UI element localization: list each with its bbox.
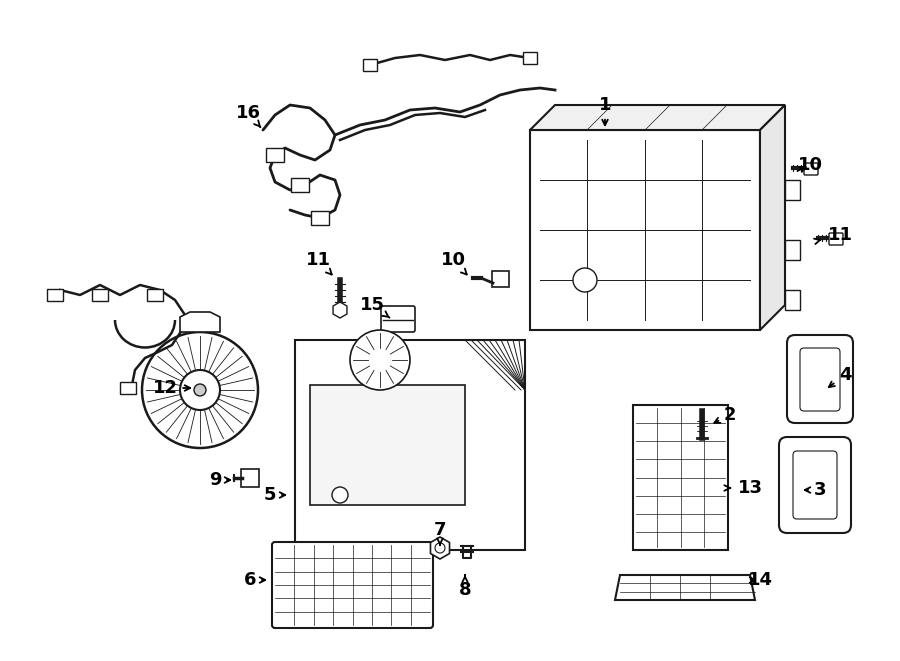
Polygon shape bbox=[180, 312, 220, 332]
Text: 5: 5 bbox=[264, 486, 285, 504]
Text: 13: 13 bbox=[724, 479, 762, 497]
Polygon shape bbox=[530, 105, 785, 130]
FancyBboxPatch shape bbox=[120, 382, 136, 394]
Text: 4: 4 bbox=[829, 366, 851, 387]
FancyBboxPatch shape bbox=[381, 306, 415, 332]
FancyBboxPatch shape bbox=[523, 52, 537, 64]
Polygon shape bbox=[760, 105, 785, 330]
Circle shape bbox=[142, 332, 258, 448]
FancyBboxPatch shape bbox=[787, 335, 853, 423]
Text: 7: 7 bbox=[434, 521, 446, 545]
Circle shape bbox=[332, 487, 348, 503]
Text: 10: 10 bbox=[797, 156, 823, 174]
Text: 1: 1 bbox=[598, 96, 611, 125]
Text: 14: 14 bbox=[748, 571, 772, 589]
Text: 11: 11 bbox=[814, 226, 852, 244]
FancyBboxPatch shape bbox=[266, 148, 284, 162]
FancyBboxPatch shape bbox=[633, 405, 728, 550]
Circle shape bbox=[194, 384, 206, 396]
FancyBboxPatch shape bbox=[829, 233, 843, 245]
Polygon shape bbox=[615, 575, 755, 600]
FancyBboxPatch shape bbox=[363, 59, 377, 71]
Circle shape bbox=[573, 268, 597, 292]
Text: 8: 8 bbox=[459, 575, 472, 599]
FancyBboxPatch shape bbox=[291, 178, 309, 192]
FancyBboxPatch shape bbox=[311, 211, 329, 225]
FancyBboxPatch shape bbox=[147, 289, 163, 301]
Text: 11: 11 bbox=[305, 251, 332, 274]
Text: 15: 15 bbox=[359, 296, 390, 318]
Circle shape bbox=[180, 370, 220, 410]
Text: 12: 12 bbox=[152, 379, 190, 397]
FancyBboxPatch shape bbox=[492, 271, 509, 287]
Polygon shape bbox=[785, 180, 800, 200]
Circle shape bbox=[350, 330, 410, 390]
Circle shape bbox=[435, 543, 445, 553]
Polygon shape bbox=[785, 240, 800, 260]
FancyBboxPatch shape bbox=[804, 163, 818, 175]
Polygon shape bbox=[785, 290, 800, 310]
FancyBboxPatch shape bbox=[92, 289, 108, 301]
Text: 16: 16 bbox=[236, 104, 260, 127]
FancyBboxPatch shape bbox=[779, 437, 851, 533]
Text: 6: 6 bbox=[244, 571, 266, 589]
Text: 10: 10 bbox=[440, 251, 467, 274]
Text: 2: 2 bbox=[715, 406, 736, 424]
FancyBboxPatch shape bbox=[272, 542, 433, 628]
Polygon shape bbox=[310, 385, 465, 505]
FancyBboxPatch shape bbox=[800, 348, 840, 411]
FancyBboxPatch shape bbox=[47, 289, 63, 301]
FancyBboxPatch shape bbox=[241, 469, 259, 487]
Polygon shape bbox=[295, 340, 525, 550]
FancyBboxPatch shape bbox=[793, 451, 837, 519]
Text: 3: 3 bbox=[805, 481, 826, 499]
Text: 9: 9 bbox=[209, 471, 230, 489]
Polygon shape bbox=[530, 130, 760, 330]
